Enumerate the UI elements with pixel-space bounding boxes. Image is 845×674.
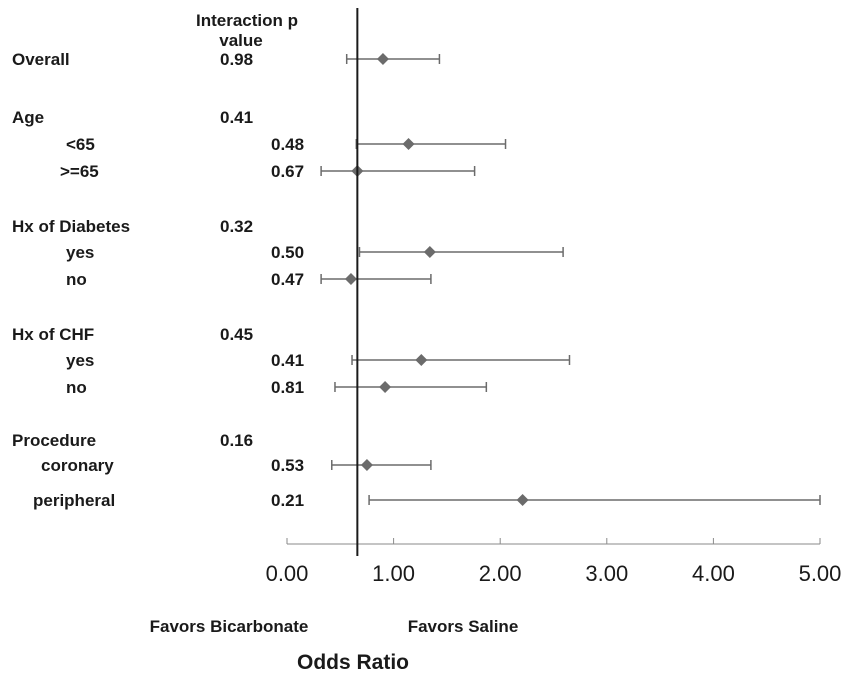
favors-left-label: Favors Bicarbonate — [150, 617, 309, 636]
header-line-2: value — [219, 31, 262, 50]
x-tick-label: 1.00 — [372, 561, 415, 586]
interaction-p-value: 0.67 — [271, 162, 304, 181]
x-tick-label: 5.00 — [799, 561, 842, 586]
row-label: >=65 — [60, 162, 99, 181]
row-label: peripheral — [33, 491, 115, 510]
interaction-p-value: 0.32 — [220, 217, 253, 236]
row-label: coronary — [41, 456, 114, 475]
interaction-p-value: 0.53 — [271, 456, 304, 475]
forest-row: Procedure 0.16 — [12, 431, 253, 450]
row-label: yes — [66, 243, 94, 262]
forest-row: Hx of CHF 0.45 — [12, 325, 253, 344]
row-label: Procedure — [12, 431, 96, 450]
interaction-p-value: 0.45 — [220, 325, 253, 344]
x-tick-label: 0.00 — [266, 561, 309, 586]
rows-layer: Overall 0.98 Age 0.41 <65 0.48 >=65 0.67 Hx of D… — [12, 50, 821, 510]
x-tick-label: 4.00 — [692, 561, 735, 586]
forest-row: coronary 0.53 — [41, 456, 432, 475]
odds-ratio-marker — [360, 459, 373, 471]
forest-row: <65 0.48 — [66, 135, 507, 154]
interaction-p-value: 0.48 — [271, 135, 304, 154]
forest-row: no 0.47 — [66, 270, 432, 289]
odds-ratio-marker — [344, 273, 357, 285]
row-label: no — [66, 270, 87, 289]
forest-row: >=65 0.67 — [60, 162, 476, 181]
x-tick-label: 2.00 — [479, 561, 522, 586]
interaction-p-value: 0.98 — [220, 50, 253, 69]
favors-right-label: Favors Saline — [408, 617, 519, 636]
interaction-p-value: 0.50 — [271, 243, 304, 262]
interaction-p-value: 0.81 — [271, 378, 304, 397]
forest-row: yes 0.50 — [66, 243, 564, 262]
header-line-1: Interaction p — [196, 11, 298, 30]
odds-ratio-marker — [402, 138, 415, 150]
x-tick-label: 3.00 — [585, 561, 628, 586]
interaction-p-value: 0.47 — [271, 270, 304, 289]
odds-ratio-marker — [379, 381, 392, 393]
forest-row: Hx of Diabetes 0.32 — [12, 217, 253, 236]
odds-ratio-marker — [376, 53, 389, 65]
row-label: yes — [66, 351, 94, 370]
forest-row: Overall 0.98 — [12, 50, 441, 69]
odds-ratio-marker — [423, 246, 436, 258]
row-label: no — [66, 378, 87, 397]
forest-row: yes 0.41 — [66, 351, 571, 370]
forest-row: Age 0.41 — [12, 108, 253, 127]
row-label: Hx of Diabetes — [12, 217, 130, 236]
interaction-p-value: 0.16 — [220, 431, 253, 450]
row-label: Age — [12, 108, 44, 127]
row-label: Hx of CHF — [12, 325, 94, 344]
x-axis-label: Odds Ratio — [297, 651, 409, 674]
x-axis: 0.00 1.00 2.00 3.00 4.00 5.00 — [266, 538, 842, 586]
row-label: Overall — [12, 50, 70, 69]
interaction-p-value: 0.41 — [220, 108, 253, 127]
interaction-p-value: 0.41 — [271, 351, 304, 370]
odds-ratio-marker — [516, 494, 529, 506]
forest-row: peripheral 0.21 — [33, 491, 821, 510]
forest-row: no 0.81 — [66, 378, 488, 397]
odds-ratio-marker — [415, 354, 428, 366]
interaction-p-value: 0.21 — [271, 491, 304, 510]
row-label: <65 — [66, 135, 95, 154]
